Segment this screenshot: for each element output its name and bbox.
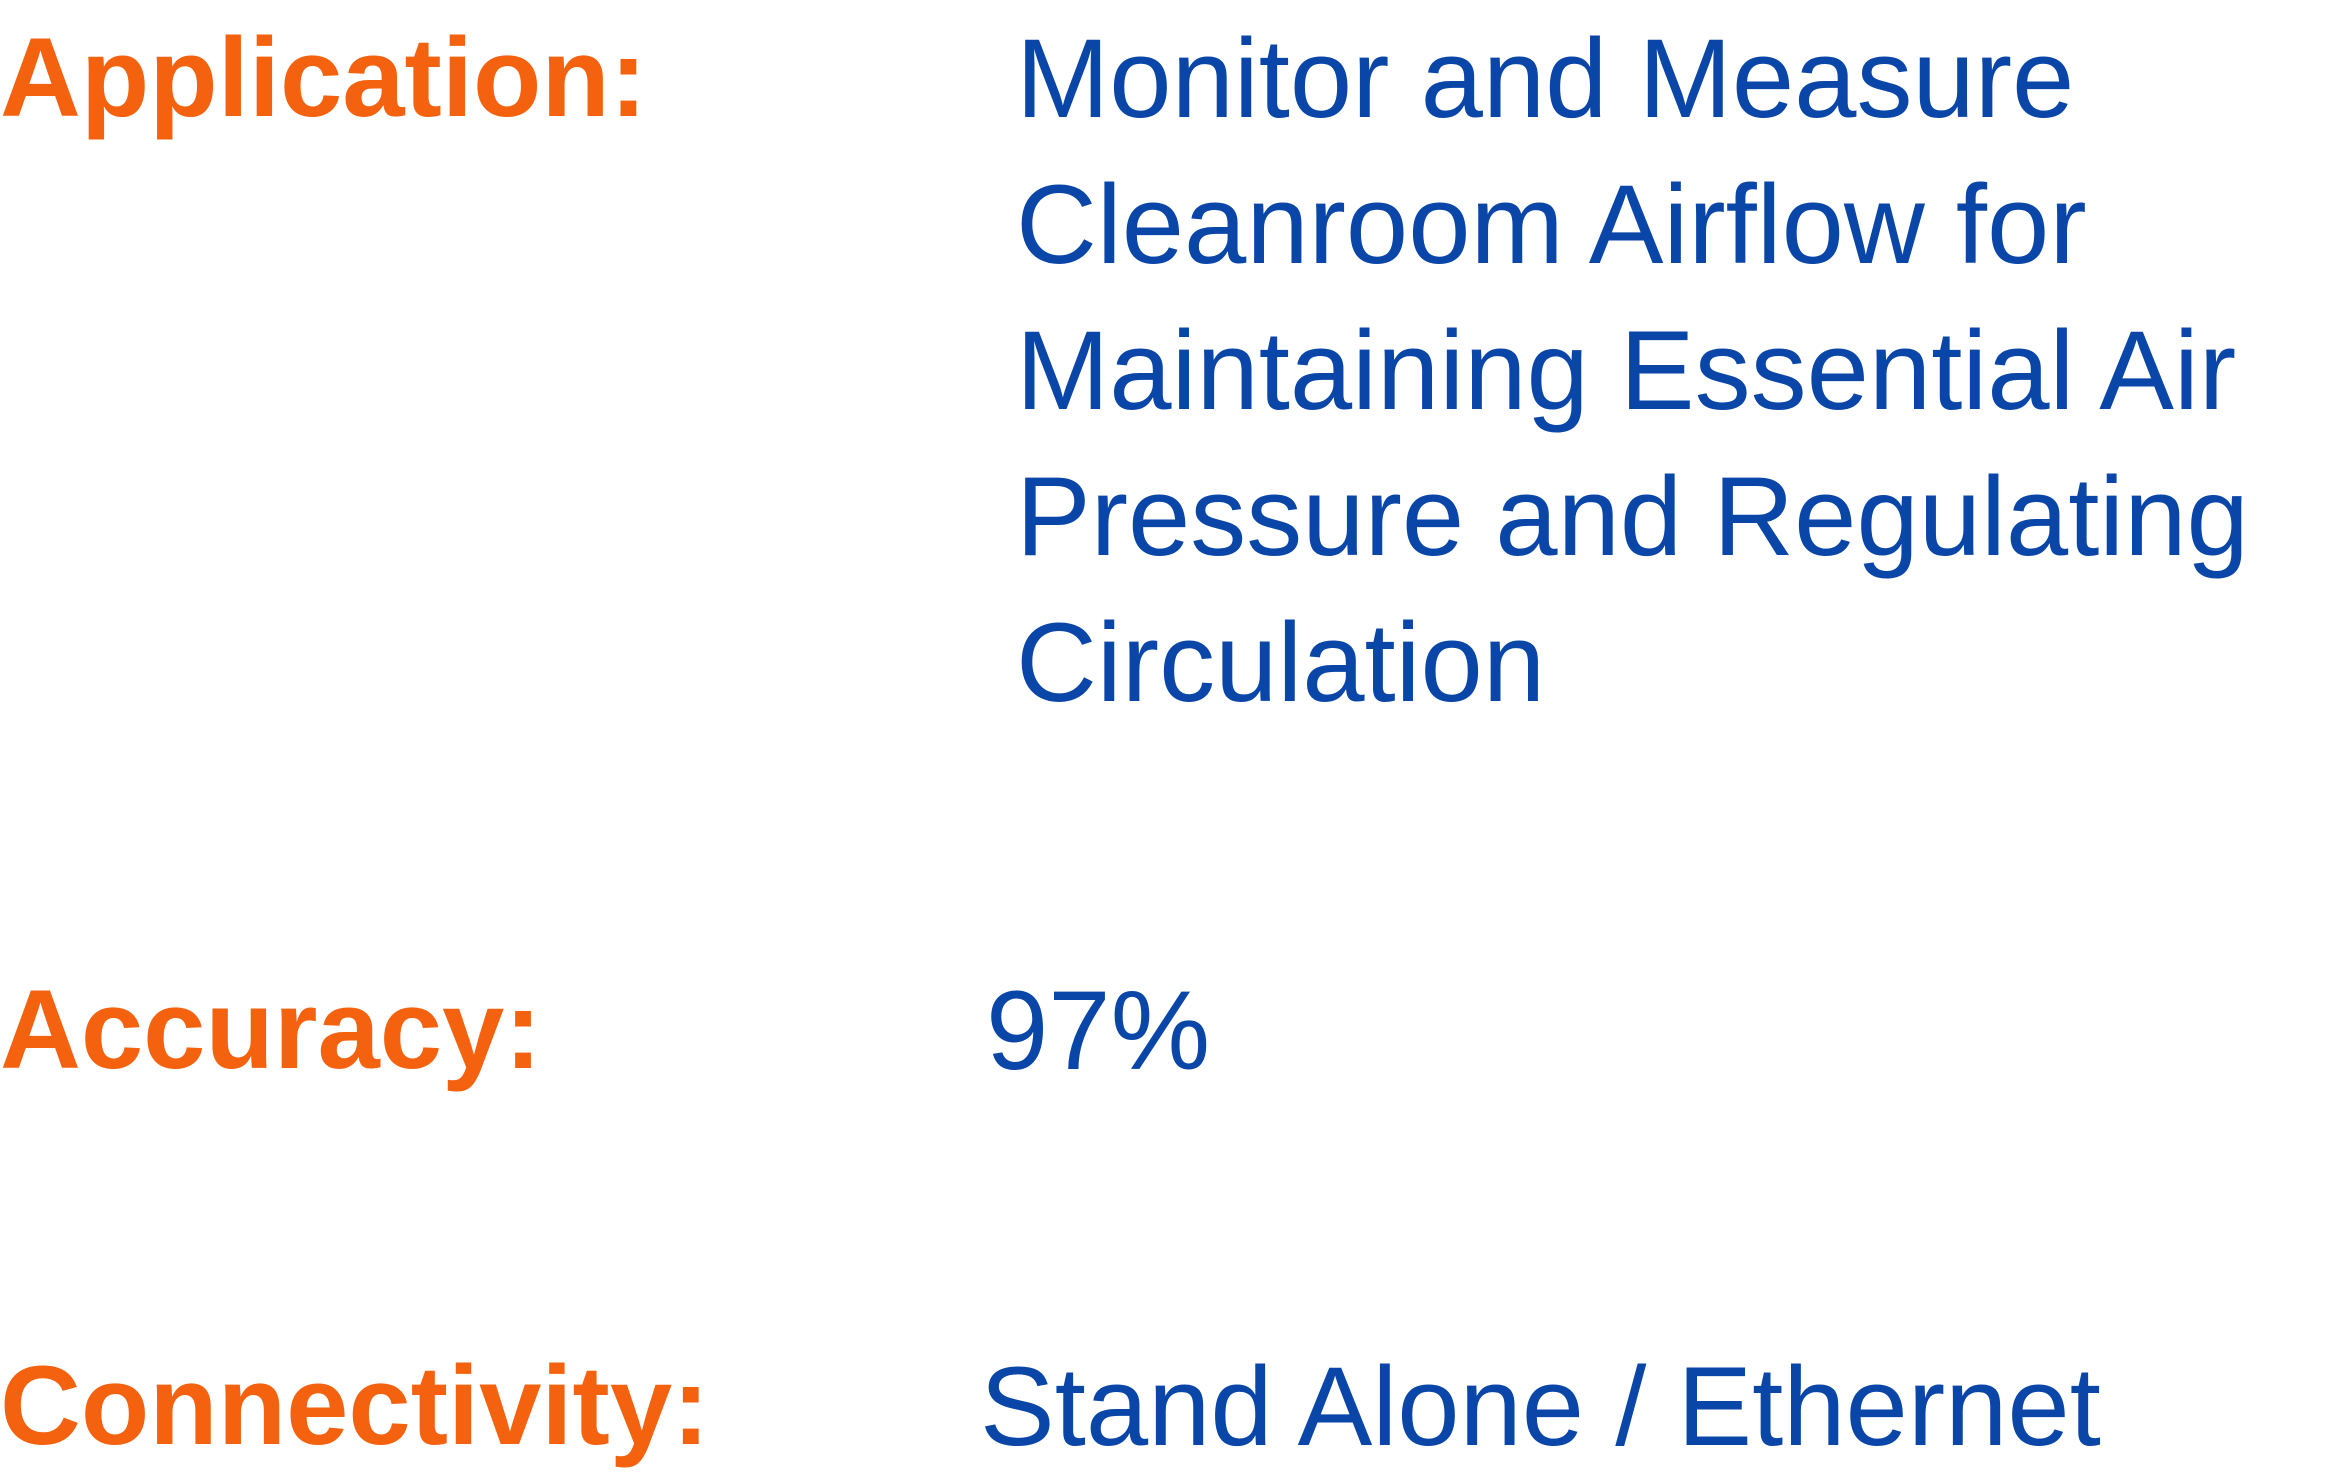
accuracy-label: Accuracy:	[0, 967, 542, 1092]
application-value: Monitor and Measure Cleanroom Airflow fo…	[1016, 6, 2249, 736]
accuracy-value: 97%	[986, 968, 1211, 1093]
connectivity-label: Connectivity:	[0, 1343, 710, 1468]
application-value-line: Monitor and Measure	[1016, 16, 2075, 141]
application-value-line: Cleanroom Airflow for	[1016, 162, 2087, 287]
connectivity-value: Stand Alone / Ethernet	[980, 1344, 2101, 1469]
application-value-line: Maintaining Essential Air	[1016, 308, 2237, 433]
application-label: Application:	[0, 15, 648, 140]
application-value-line: Pressure and Regulating	[1016, 454, 2249, 579]
application-value-line: Circulation	[1016, 600, 1546, 725]
